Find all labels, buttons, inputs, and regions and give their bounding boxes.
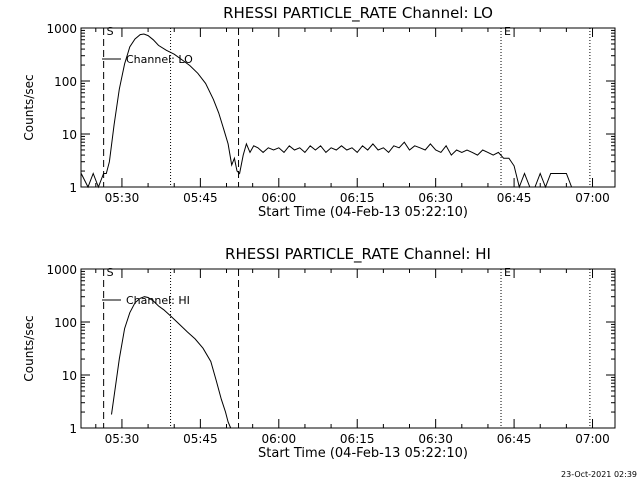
- plot-timestamp: 23-Oct-2021 02:39: [561, 470, 637, 479]
- chart2-xlabel: Start Time (04-Feb-13 05:22:10): [258, 446, 468, 461]
- chart1-series-lo: [80, 33, 577, 189]
- chart2-ytick-label: 10: [62, 369, 77, 383]
- chart2-xtick-label: 06:15: [340, 432, 375, 446]
- chart2-marker-label: E: [504, 266, 511, 279]
- chart2-marker-label: S: [107, 266, 114, 279]
- chart2-axes-frame: [80, 268, 616, 429]
- chart1-marker-label: E: [504, 25, 511, 38]
- chart2-xtick-label: 06:45: [497, 432, 532, 446]
- chart2-xtick-label: 05:45: [183, 432, 218, 446]
- chart1-legend-label: Channel: LO: [126, 53, 193, 66]
- chart1-xtick-label: 05:30: [105, 191, 140, 205]
- chart2-ytick-label: 1: [69, 422, 77, 436]
- chart1-ytick-label: 10: [62, 128, 77, 142]
- chart1-marker-label: S: [107, 25, 114, 38]
- chart2-title: RHESSI PARTICLE_RATE Channel: HI: [225, 245, 491, 264]
- chart2-xtick-label: 05:30: [105, 432, 140, 446]
- chart1-ylabel: Counts/sec: [22, 74, 36, 140]
- chart2-xtick-label: 07:00: [575, 432, 610, 446]
- chart2-xtick-label: 06:00: [262, 432, 297, 446]
- chart1-xtick-label: 06:15: [340, 191, 375, 205]
- chart1-title: RHESSI PARTICLE_RATE Channel: LO: [223, 4, 493, 23]
- chart1-xtick-label: 06:30: [418, 191, 453, 205]
- chart1-ytick-label: 1000: [46, 22, 77, 36]
- chart1-xtick-label: 05:45: [183, 191, 218, 205]
- chart1-axes-frame: [80, 27, 616, 188]
- chart1-xtick-label: 06:45: [497, 191, 532, 205]
- chart1-ytick-label: 1: [69, 181, 77, 195]
- chart1-ytick-label: 100: [54, 75, 77, 89]
- chart2-xtick-label: 06:30: [418, 432, 453, 446]
- chart1-xtick-label: 06:00: [262, 191, 297, 205]
- chart2-ytick-label: 100: [54, 316, 77, 330]
- chart1-xlabel: Start Time (04-Feb-13 05:22:10): [258, 205, 468, 220]
- chart2-ylabel: Counts/sec: [22, 315, 36, 381]
- chart2-ytick-label: 1000: [46, 263, 77, 277]
- chart1-xtick-label: 07:00: [575, 191, 610, 205]
- chart2-series-hi: [111, 296, 232, 429]
